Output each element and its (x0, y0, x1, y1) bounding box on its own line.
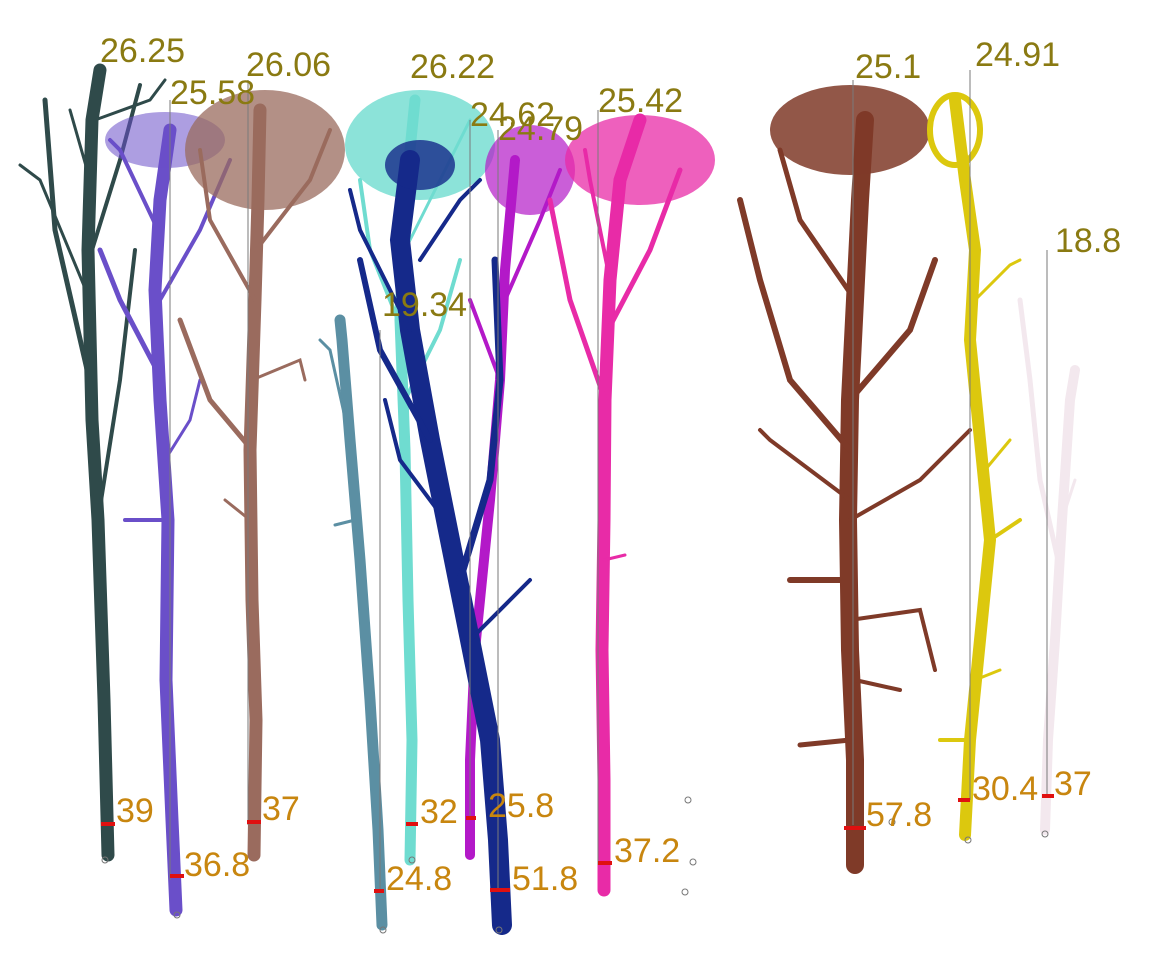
dbh-marker-9 (844, 826, 866, 830)
dbh-label-4: 24.8 (386, 860, 452, 898)
height-label-3: 26.06 (246, 46, 331, 84)
height-label-9: 25.1 (855, 48, 921, 86)
dbh-label-2: 36.8 (184, 846, 250, 884)
dbh-label-7: 51.8 (512, 860, 578, 898)
dbh-marker-6 (466, 816, 476, 820)
dbh-marker-11 (1042, 794, 1054, 798)
dbh-marker-1 (101, 822, 115, 826)
height-label-1: 26.25 (100, 32, 185, 70)
height-label-4: 19.34 (382, 286, 467, 324)
tree-7 (348, 140, 532, 935)
height-label-7: 24.79 (498, 110, 583, 148)
dbh-label-6: 25.8 (488, 787, 554, 825)
height-label-2: 25.58 (170, 74, 255, 112)
dbh-marker-4 (374, 889, 384, 893)
dbh-label-5: 32 (420, 793, 458, 831)
height-label-10: 24.91 (975, 36, 1060, 74)
dbh-marker-8 (598, 861, 612, 865)
height-measure-lines (169, 70, 1048, 890)
tree-9 (737, 85, 972, 874)
dbh-marker-10 (958, 798, 970, 802)
dbh-marker-5 (406, 822, 418, 826)
tree-10 (927, 92, 1022, 844)
height-label-11: 18.8 (1055, 222, 1121, 260)
dbh-marker-7 (490, 888, 510, 892)
dbh-label-3: 37 (262, 790, 300, 828)
dbh-label-1: 39 (116, 792, 154, 830)
dbh-label-9: 57.8 (866, 796, 932, 834)
height-label-8: 25.42 (598, 82, 683, 120)
height-label-6: 24.62 (470, 96, 555, 134)
tree-8 (547, 113, 715, 897)
labels: 26.25 25.58 26.06 19.34 26.22 24.62 24.7… (100, 32, 1121, 898)
tree-3 (177, 90, 345, 862)
dbh-label-10: 30.4 (972, 770, 1038, 808)
dbh-label-11: 37 (1054, 765, 1092, 803)
dbh-label-8: 37.2 (614, 832, 680, 870)
tree-4 (318, 314, 388, 934)
dbh-marker-3 (247, 820, 261, 824)
height-label-5: 26.22 (410, 48, 495, 86)
tree-1 (18, 63, 167, 864)
dbh-markers (101, 794, 1054, 893)
dbh-marker-2 (170, 874, 184, 878)
